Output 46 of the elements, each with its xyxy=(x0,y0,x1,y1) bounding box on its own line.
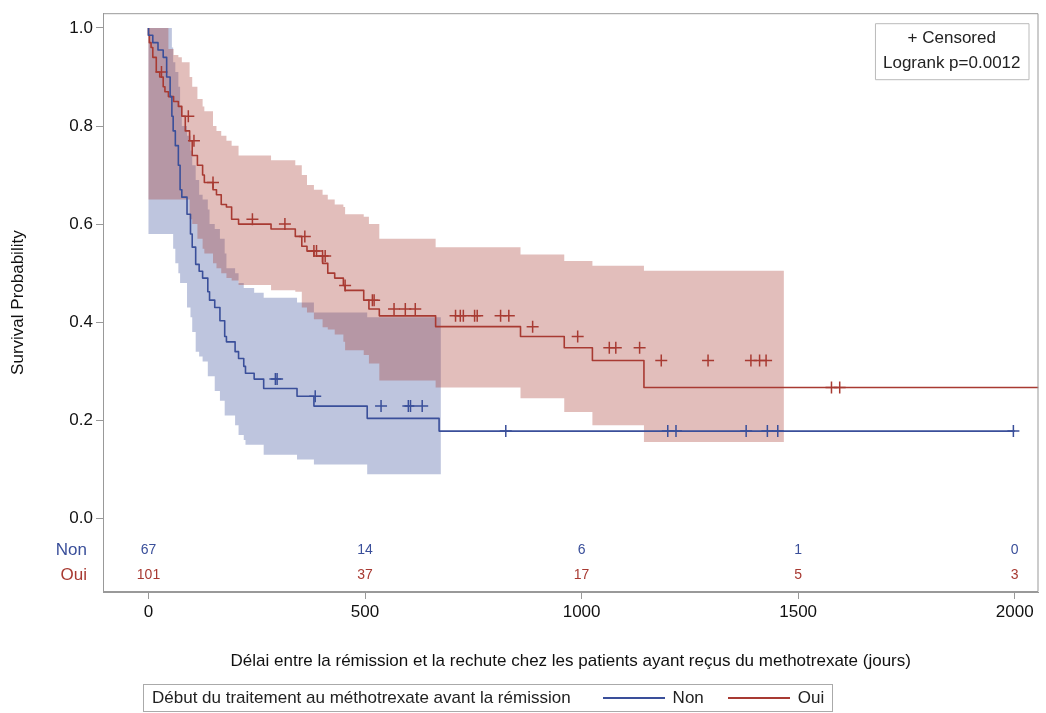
point xyxy=(654,353,669,368)
point xyxy=(570,329,585,344)
point xyxy=(387,302,401,316)
point xyxy=(408,302,423,316)
y-tick-label: 0.6 xyxy=(69,213,93,233)
point xyxy=(632,340,647,355)
x-tick-label: 1000 xyxy=(562,601,601,621)
annotation: Logrank p=0.0012 xyxy=(882,53,1021,73)
text: Oui xyxy=(60,565,87,585)
point xyxy=(154,65,169,79)
annotation: 14 xyxy=(357,541,374,558)
x-tick-label: 0 xyxy=(143,601,154,621)
point xyxy=(187,133,201,148)
point xyxy=(759,353,773,368)
point xyxy=(701,353,715,368)
point xyxy=(245,212,260,226)
y-tick-label: 0.2 xyxy=(69,410,93,430)
legend-title: Début du traitement au méthotrexate avant la rémission xyxy=(152,688,571,708)
annotation: 101 xyxy=(136,566,161,583)
point xyxy=(502,309,516,323)
x-axis-title: Délai entre la rémission et la rechute chez les patients ayant reçus du methotrexate (jours) xyxy=(230,651,911,671)
y-axis-title: Survival Probability xyxy=(7,229,27,375)
y-tick-label: 0.4 xyxy=(69,311,93,331)
y-tick-label: 1.0 xyxy=(69,17,93,37)
annotation: 3 xyxy=(1010,566,1019,583)
annotation: 17 xyxy=(573,566,590,583)
point xyxy=(278,217,292,231)
point xyxy=(609,340,623,355)
x-tick-label: 1500 xyxy=(779,601,818,621)
point xyxy=(415,399,429,413)
point xyxy=(525,319,540,334)
y-tick-label: 0.8 xyxy=(69,115,93,135)
y-tick-label: 0.0 xyxy=(69,508,93,528)
annotation: 0 xyxy=(1010,541,1019,558)
x-tick-label: 2000 xyxy=(995,601,1034,621)
annotation: + Censored xyxy=(907,28,996,48)
x-tick-label: 500 xyxy=(350,601,380,621)
legend-label: Oui xyxy=(797,688,825,708)
annotation: 6 xyxy=(577,541,586,558)
point xyxy=(374,399,388,413)
text: Non xyxy=(55,540,87,560)
annotation: 5 xyxy=(794,566,803,583)
annotation: 67 xyxy=(140,541,157,558)
annotation: 1 xyxy=(794,541,803,558)
legend-label: Non xyxy=(672,688,704,708)
annotation: 37 xyxy=(357,566,374,583)
